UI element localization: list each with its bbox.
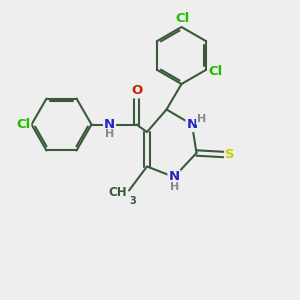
Text: S: S [225,148,235,161]
Text: N: N [168,170,180,184]
Text: H: H [106,129,115,139]
Text: 3: 3 [129,196,136,206]
Text: O: O [131,84,142,98]
Text: H: H [197,114,206,124]
Text: Cl: Cl [16,118,30,131]
Text: Cl: Cl [208,65,222,78]
Text: Cl: Cl [175,12,189,25]
Text: N: N [186,118,198,131]
Text: CH: CH [108,185,127,199]
Text: H: H [170,182,179,192]
Text: N: N [104,118,115,131]
